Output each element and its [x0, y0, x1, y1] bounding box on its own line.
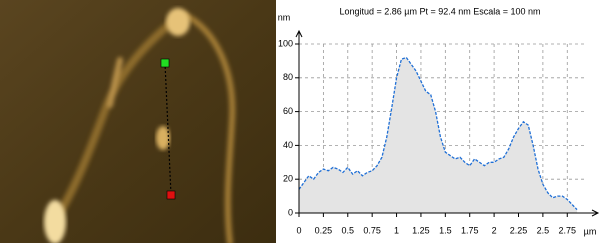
x-axis-label: µm: [584, 226, 597, 236]
x-tick-label: 2.25: [510, 225, 528, 235]
x-tick-label: 2.5: [537, 225, 550, 235]
x-tick-label: 0.25: [315, 225, 333, 235]
y-tick-label: 80: [283, 72, 293, 82]
y-tick-label: 0: [288, 207, 293, 217]
y-tick-label: 40: [283, 140, 293, 150]
plot: 0 20 40 60 80 100 0 0.25 0.5 0.75 1 1.25 1.5 1.75 2 2.2…: [278, 31, 598, 235]
x-tick-label: 0.5: [342, 225, 355, 235]
x-tick-label: 1: [394, 225, 399, 235]
y-axis-label: nm: [278, 12, 291, 22]
x-tick-label: 2.75: [559, 225, 577, 235]
chart-title: Longitud = 2.86 µm Pt = 92.4 nm Escala =…: [339, 6, 540, 16]
profile-area: [299, 58, 577, 213]
y-tick-label: 100: [278, 38, 293, 48]
x-tick-label: 0: [296, 225, 301, 235]
x-tick-label: 0.75: [363, 225, 381, 235]
afm-image: [0, 0, 276, 243]
y-tick-label: 20: [283, 174, 293, 184]
screen: Longitud = 2.86 µm Pt = 92.4 nm Escala =…: [0, 0, 600, 243]
x-tick-label: 1.5: [439, 225, 452, 235]
x-tick-label: 1.75: [461, 225, 479, 235]
x-tick-label: 2: [492, 225, 497, 235]
x-tick-label: 1.25: [412, 225, 430, 235]
y-tick-label: 60: [283, 106, 293, 116]
